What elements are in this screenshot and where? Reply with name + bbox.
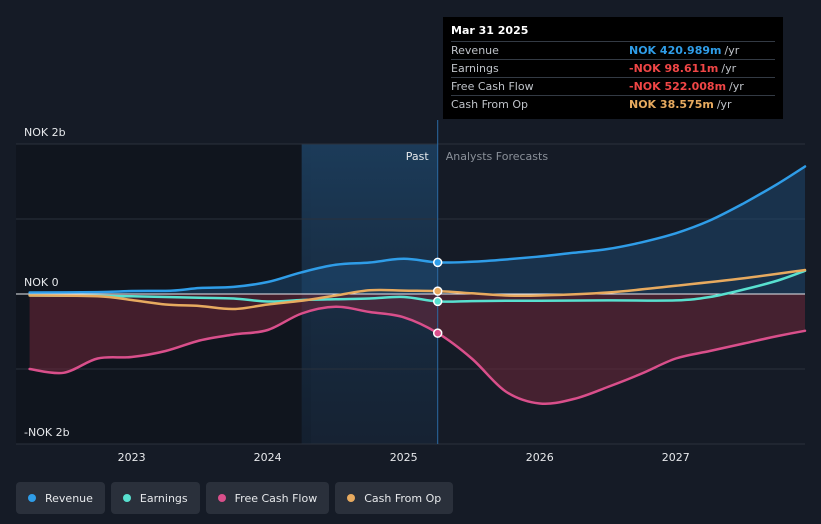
free-cash-flow-current-marker <box>432 328 443 338</box>
legend-dot-icon <box>347 494 356 502</box>
legend-label: Free Cash Flow <box>234 491 318 505</box>
tooltip-value: NOK 38.575m <box>629 98 714 111</box>
free-cash-flow-area <box>29 294 806 404</box>
axis-labels: NOK 2b NOK 0 -NOK 2b 2023 2024 2025 2026 2027 <box>24 126 690 464</box>
gridlines <box>16 143 805 445</box>
tooltip-unit: /yr <box>729 80 744 93</box>
tooltip-value: -NOK 522.008m <box>629 80 727 93</box>
tooltip-row-revenue: Revenue NOK 420.989m /yr <box>451 41 775 59</box>
series-areas <box>29 166 806 404</box>
tooltip-label: Free Cash Flow <box>451 80 534 93</box>
x-tick-label: 2026 <box>526 451 554 464</box>
tooltip-label: Revenue <box>451 44 499 57</box>
revenue-area <box>29 166 806 294</box>
x-tick-label: 2025 <box>390 451 418 464</box>
y-tick-label: NOK 0 <box>24 276 59 289</box>
cash-from-op-current-marker <box>432 286 443 296</box>
legend-dot-icon <box>217 494 226 502</box>
tooltip-unit: /yr <box>724 44 740 57</box>
past-label: Past <box>406 150 430 163</box>
cash-from-op-line <box>28 268 807 311</box>
earnings-line <box>28 269 807 303</box>
tooltip-row-earnings: Earnings -NOK 98.611m /yr <box>451 59 775 77</box>
legend-item-revenue[interactable]: Revenue <box>16 482 105 514</box>
tooltip-unit: /yr <box>721 62 737 75</box>
legend-item-earnings[interactable]: Earnings <box>110 482 200 514</box>
legend: Revenue Earnings Free Cash Flow Cash Fro… <box>16 482 454 514</box>
free-cash-flow-line <box>28 305 807 406</box>
tooltip-unit: /yr <box>716 98 732 111</box>
tooltip-date: Mar 31 2025 <box>451 24 529 37</box>
tooltip: Mar 31 2025 Revenue NOK 420.989m /yr Ear… <box>443 17 783 119</box>
legend-label: Cash From Op <box>364 491 442 505</box>
tooltip-row-cash-from-op: Cash From Op NOK 38.575m /yr <box>451 95 775 113</box>
legend-label: Revenue <box>45 491 93 505</box>
forecast-label: Analysts Forecasts <box>446 150 549 163</box>
tooltip-row-free-cash-flow: Free Cash Flow -NOK 522.008m /yr <box>451 77 775 95</box>
y-tick-label: NOK 2b <box>24 126 66 139</box>
x-tick-label: 2027 <box>662 451 690 464</box>
tooltip-value: NOK 420.989m <box>629 44 722 57</box>
tooltip-label: Cash From Op <box>451 98 529 111</box>
legend-item-cash-from-op[interactable]: Cash From Op <box>335 482 454 514</box>
earnings-current-marker <box>432 296 443 307</box>
y-tick-label: -NOK 2b <box>24 426 70 439</box>
legend-dot-icon <box>122 494 131 502</box>
x-tick-label: 2023 <box>118 451 146 464</box>
x-tick-label: 2024 <box>254 451 282 464</box>
tooltip-label: Earnings <box>451 62 499 75</box>
legend-label: Earnings <box>139 491 188 505</box>
current-markers <box>432 257 443 338</box>
tooltip-value: -NOK 98.611m <box>629 62 719 75</box>
revenue-current-marker <box>432 257 443 268</box>
legend-dot-icon <box>28 494 36 502</box>
legend-item-free-cash-flow[interactable]: Free Cash Flow <box>205 482 330 514</box>
